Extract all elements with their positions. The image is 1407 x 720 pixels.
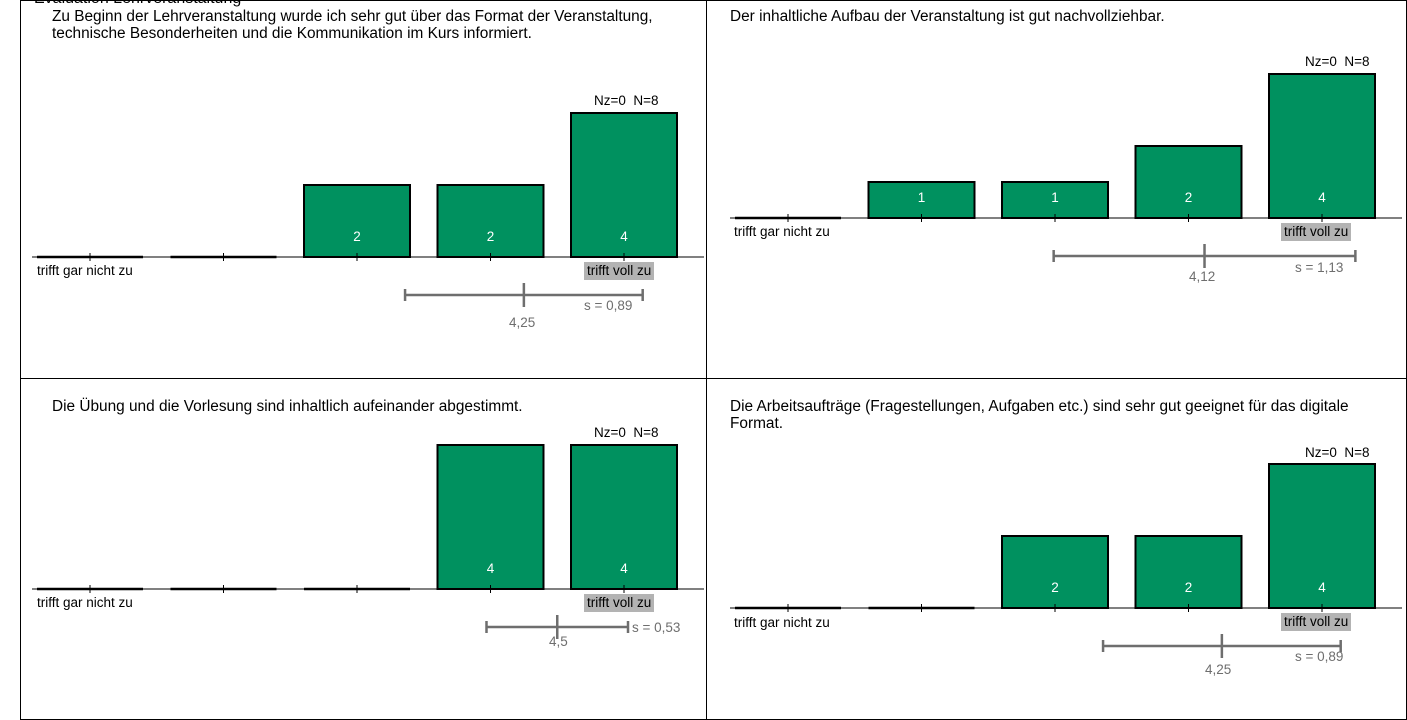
bar-value-label: 4 bbox=[487, 561, 495, 576]
scale-low-label: trifft gar nicht zu bbox=[37, 263, 133, 278]
page-header: Evaluation Lehrveranstaltung bbox=[34, 0, 241, 8]
bar-value-label: 2 bbox=[1185, 580, 1193, 595]
mean-value: 4,25 bbox=[1205, 662, 1232, 677]
standard-deviation: s = 1,13 bbox=[1295, 260, 1344, 275]
n-count: N=8 bbox=[1344, 445, 1370, 460]
n-count: N=8 bbox=[633, 425, 659, 440]
nz-count: Nz=0 bbox=[1305, 445, 1337, 460]
chart-panel: Die Arbeitsaufträge (Fragestellungen, Au… bbox=[706, 378, 1407, 720]
question-title: Der inhaltliche Aufbau der Veranstaltung… bbox=[730, 8, 1165, 25]
standard-deviation: s = 0,53 bbox=[632, 620, 681, 635]
bar-value-label: 2 bbox=[1051, 580, 1059, 595]
bar-chart: 2 2 4 bbox=[32, 112, 704, 307]
bar-value-label: 4 bbox=[620, 229, 628, 244]
scale-low-label: trifft gar nicht zu bbox=[37, 595, 133, 610]
bar bbox=[1134, 145, 1243, 219]
nz-count: Nz=0 bbox=[1305, 54, 1337, 69]
mean-value: 4,12 bbox=[1189, 269, 1216, 284]
bar bbox=[436, 444, 545, 590]
scale-high-label: trifft voll zu bbox=[584, 594, 655, 612]
bar-value-label: 2 bbox=[1185, 190, 1193, 205]
sample-size-label: Nz=0 N=8 bbox=[594, 93, 659, 108]
question-title: Die Arbeitsaufträge (Fragestellungen, Au… bbox=[730, 398, 1349, 432]
bar bbox=[303, 184, 411, 258]
mean-value: 4,25 bbox=[509, 315, 536, 330]
bar bbox=[1268, 73, 1376, 219]
bar-value-label: 4 bbox=[1318, 580, 1326, 595]
bar bbox=[1001, 535, 1109, 609]
question-title: Zu Beginn der Lehrveranstaltung wurde ic… bbox=[52, 8, 653, 42]
bar-value-label: 2 bbox=[353, 229, 361, 244]
bar-value-label: 1 bbox=[918, 190, 926, 205]
n-count: N=8 bbox=[1344, 54, 1370, 69]
bar bbox=[1134, 535, 1243, 609]
bar bbox=[436, 184, 545, 258]
chart-panel: Der inhaltliche Aufbau der Veranstaltung… bbox=[706, 0, 1407, 379]
bar bbox=[1001, 181, 1109, 219]
scale-high-label: trifft voll zu bbox=[1281, 223, 1352, 241]
question-title: Die Übung und die Vorlesung sind inhaltl… bbox=[52, 398, 523, 415]
bar bbox=[570, 112, 678, 258]
standard-deviation: s = 0,89 bbox=[584, 298, 633, 313]
nz-count: Nz=0 bbox=[594, 93, 626, 108]
bar-chart: 1 1 2 4 bbox=[730, 73, 1402, 268]
scale-low-label: trifft gar nicht zu bbox=[734, 224, 830, 239]
sample-size-label: Nz=0 N=8 bbox=[1305, 445, 1370, 460]
sample-size-label: Nz=0 N=8 bbox=[1305, 54, 1370, 69]
chart-panel: Die Übung und die Vorlesung sind inhaltl… bbox=[20, 378, 707, 720]
bar-value-label: 1 bbox=[1051, 190, 1059, 205]
chart-panel: Zu Beginn der Lehrveranstaltung wurde ic… bbox=[20, 0, 707, 379]
bar-value-label: 2 bbox=[487, 229, 495, 244]
sample-size-label: Nz=0 N=8 bbox=[594, 425, 659, 440]
scale-low-label: trifft gar nicht zu bbox=[734, 615, 830, 630]
scale-high-label: trifft voll zu bbox=[1281, 613, 1352, 631]
n-count: N=8 bbox=[633, 93, 659, 108]
standard-deviation: s = 0,89 bbox=[1295, 649, 1344, 664]
bar-chart: 2 2 4 bbox=[730, 463, 1402, 658]
bar-value-label: 4 bbox=[1318, 190, 1326, 205]
nz-count: Nz=0 bbox=[594, 425, 626, 440]
mean-value: 4,5 bbox=[549, 634, 568, 649]
scale-high-label: trifft voll zu bbox=[584, 262, 655, 280]
bar-value-label: 4 bbox=[620, 561, 628, 576]
